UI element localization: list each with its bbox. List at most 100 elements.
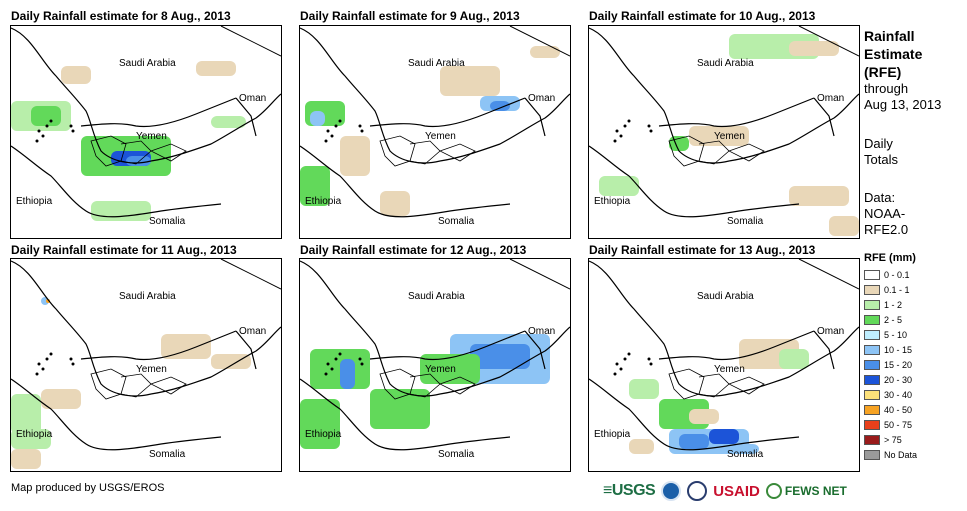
coastline-africa xyxy=(300,145,511,218)
dhs-seal-icon xyxy=(687,481,708,501)
country-label-saudi: Saudi Arabia xyxy=(408,58,465,69)
border-yemen-oman xyxy=(813,97,835,137)
map-svg: Saudi Arabia Oman Yemen Ethiopia Somalia xyxy=(11,26,281,227)
rainfall-area xyxy=(380,191,410,216)
legend-class-label: 20 - 30 xyxy=(884,375,913,385)
country-label-somalia: Somalia xyxy=(438,449,475,460)
legend-class: No Data xyxy=(864,448,917,462)
border-yemen-oman xyxy=(235,330,257,370)
rainfall-area xyxy=(530,46,560,58)
island-dot xyxy=(358,357,362,361)
governorate-borders xyxy=(727,143,765,162)
country-label-saudi: Saudi Arabia xyxy=(408,291,465,302)
legend-class-label: 30 - 40 xyxy=(884,390,913,400)
panel-title-aug12: Daily Rainfall estimate for 12 Aug., 201… xyxy=(300,243,527,257)
island-dot xyxy=(45,124,49,128)
legend-class: 0.1 - 1 xyxy=(864,283,910,297)
rainfall-area xyxy=(91,201,151,221)
rainfall-area xyxy=(300,166,330,206)
coastline-gulf xyxy=(798,259,859,290)
island-dot xyxy=(49,119,53,123)
legend-class: 30 - 40 xyxy=(864,388,912,402)
border-yemen-oman xyxy=(235,97,257,137)
coastline xyxy=(589,260,859,397)
legend-through: through xyxy=(864,81,909,96)
legend-class-label: 15 - 20 xyxy=(884,360,913,370)
border-yemen-oman xyxy=(524,330,546,370)
border-yemen-oman xyxy=(524,97,546,137)
country-label-oman: Oman xyxy=(239,93,266,104)
legend-swatch xyxy=(864,450,880,460)
border-saudi-yemen xyxy=(658,97,815,128)
country-label-oman: Oman xyxy=(817,326,844,337)
legend-totals: Totals xyxy=(864,152,898,167)
panel-title-aug8: Daily Rainfall estimate for 8 Aug., 2013 xyxy=(11,9,231,23)
island-dot xyxy=(358,124,362,128)
rainfall-area xyxy=(11,429,51,449)
coastline-africa xyxy=(11,145,222,218)
rainfall-area xyxy=(709,429,739,444)
island-dot xyxy=(649,362,653,366)
coastline-africa xyxy=(11,378,222,451)
island-dot xyxy=(360,129,364,133)
country-label-somalia: Somalia xyxy=(149,216,186,227)
country-label-yemen: Yemen xyxy=(136,364,167,375)
rainfall-area xyxy=(599,176,639,196)
island-dot xyxy=(35,139,39,143)
noaa-logo-icon xyxy=(661,481,682,501)
map-svg: Saudi Arabia Oman Yemen Ethiopia Somalia xyxy=(589,26,859,236)
island-dot xyxy=(35,372,39,376)
country-label-oman: Oman xyxy=(528,326,555,337)
legend-class: 20 - 30 xyxy=(864,373,912,387)
island-dot xyxy=(360,362,364,366)
legend-class-label: 5 - 10 xyxy=(884,330,908,340)
legend-daily: Daily xyxy=(864,136,893,151)
island-dot xyxy=(326,129,330,133)
rainfall-area xyxy=(300,399,340,449)
legend-class: 40 - 50 xyxy=(864,403,912,417)
legend-swatch xyxy=(864,330,880,340)
legend-class-label: No Data xyxy=(884,450,918,460)
island-dot xyxy=(69,124,73,128)
legend-swatch xyxy=(864,390,880,400)
legend-class-label: 1 - 2 xyxy=(884,300,903,310)
legend-data-source-1: NOAA- xyxy=(864,206,906,221)
fews-ring-icon xyxy=(765,483,782,499)
border-saudi-yemen xyxy=(80,97,237,128)
island-dot xyxy=(45,357,49,361)
rainfall-area xyxy=(370,389,430,429)
governorate-borders xyxy=(438,143,476,162)
coastline-gulf xyxy=(509,26,570,57)
legend-class: 5 - 10 xyxy=(864,328,907,342)
border-saudi-yemen xyxy=(658,330,815,361)
rainfall-area xyxy=(470,344,530,369)
fews-net-text: FEWS NET xyxy=(784,484,847,498)
legend-title-line-3: (RFE) xyxy=(864,64,902,80)
island-dot xyxy=(338,119,342,123)
legend-data-source-2: RFE2.0 xyxy=(864,222,909,237)
legend-title-line-1: Rainfall xyxy=(864,28,915,44)
rainfall-area xyxy=(689,126,749,146)
legend-class: 2 - 5 xyxy=(864,313,902,327)
rainfall-area xyxy=(161,334,211,359)
country-label-ethiopia: Ethiopia xyxy=(594,429,631,440)
usgs-logo: ≡USGS xyxy=(603,482,656,499)
island-dot xyxy=(71,362,75,366)
country-label-somalia: Somalia xyxy=(438,216,475,227)
coastline-gulf xyxy=(509,259,570,290)
legend-class-label: 0.1 - 1 xyxy=(884,285,910,295)
island-dot xyxy=(324,139,328,143)
rainfall-area xyxy=(779,349,809,369)
coastline-africa xyxy=(300,378,511,451)
map-panel-aug9: Saudi Arabia Oman Yemen Ethiopia Somalia xyxy=(299,25,571,239)
legend-class-label: > 75 xyxy=(884,435,902,445)
legend-class: 50 - 75 xyxy=(864,418,912,432)
legend-class-label: 10 - 15 xyxy=(884,345,913,355)
map-panel-aug12: Saudi Arabia Oman Yemen Ethiopia Somalia xyxy=(299,258,571,472)
island-dot xyxy=(334,357,338,361)
island-dot xyxy=(619,367,623,371)
legend-date: Aug 13, 2013 xyxy=(864,97,942,112)
country-label-somalia: Somalia xyxy=(149,449,186,460)
legend-class: > 75 xyxy=(864,433,902,447)
rainfall-area xyxy=(310,111,325,126)
